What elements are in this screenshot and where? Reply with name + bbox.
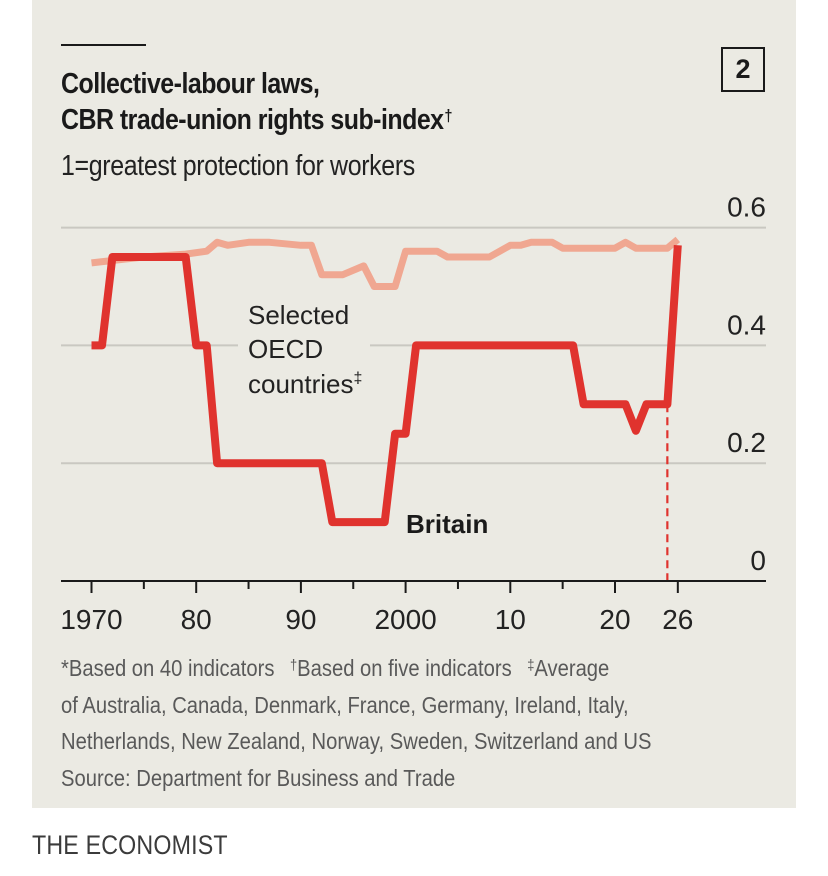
title-line-1: Collective-labour laws, [61, 68, 320, 100]
oecd-footnote-marker: ‡ [354, 370, 363, 387]
britain-label: Britain [406, 509, 488, 539]
x-tick-labels: 1970 80 90 2000 10 20 26 [60, 604, 693, 635]
footnote-1-marker: * [61, 655, 69, 681]
x-ticks [90, 581, 679, 593]
x-tick-label: 1970 [60, 604, 122, 635]
chart-title: Collective-labour laws, CBR trade-union … [61, 66, 453, 138]
y-tick-label: 0 [750, 545, 766, 576]
footnote-3-marker: ‡ [527, 657, 535, 674]
chart-subtitle: 1=greatest protection for workers [61, 150, 415, 182]
series-line-britain [91, 245, 682, 527]
source-note: Source: Department for Business and Trad… [61, 764, 456, 791]
title-line-2-text: CBR trade-union rights sub-index [61, 104, 444, 136]
x-tick-label: 90 [285, 604, 316, 635]
footnote-2-marker: † [289, 657, 298, 674]
footnote-2: Based on five indicators [297, 655, 512, 681]
y-tick-label: 0.2 [727, 427, 766, 458]
footnotes: *Based on 40 indicators †Based on five in… [61, 650, 715, 796]
x-tick-label: 80 [181, 604, 212, 635]
series-line-oecd [91, 236, 681, 290]
footnote-3-start: Average [534, 655, 610, 681]
chart-number-badge: 2 [721, 47, 765, 92]
x-tick-label: 2000 [374, 604, 436, 635]
oecd-label-line-3-text: countries [248, 369, 354, 399]
y-tick-label: 0.6 [727, 192, 766, 223]
footnote-line-2: of Australia, Canada, Denmark, France, G… [61, 691, 629, 718]
oecd-label-line-3: countries‡ [248, 369, 362, 399]
footnote-line-3: Netherlands, New Zealand, Norway, Sweden… [61, 728, 652, 754]
footnote-line-1: *Based on 40 indicators †Based on five in… [61, 650, 715, 687]
oecd-label-background [238, 300, 370, 400]
oecd-label-line-1: Selected [248, 300, 349, 330]
x-tick-label: 20 [599, 604, 630, 635]
y-tick-labels: 0 0.2 0.4 0.6 [727, 192, 766, 576]
x-tick-label: 26 [662, 604, 693, 635]
y-tick-label: 0.4 [727, 309, 766, 340]
footnote-1: Based on 40 indicators [68, 655, 275, 681]
header-rule [61, 44, 146, 46]
publisher-brand: THE ECONOMIST [32, 830, 228, 860]
title-footnote-marker: † [444, 106, 453, 125]
oecd-label-line-2: OECD [248, 334, 323, 364]
title-line-2: CBR trade-union rights sub-index† [61, 102, 453, 138]
x-tick-label: 10 [495, 604, 526, 635]
